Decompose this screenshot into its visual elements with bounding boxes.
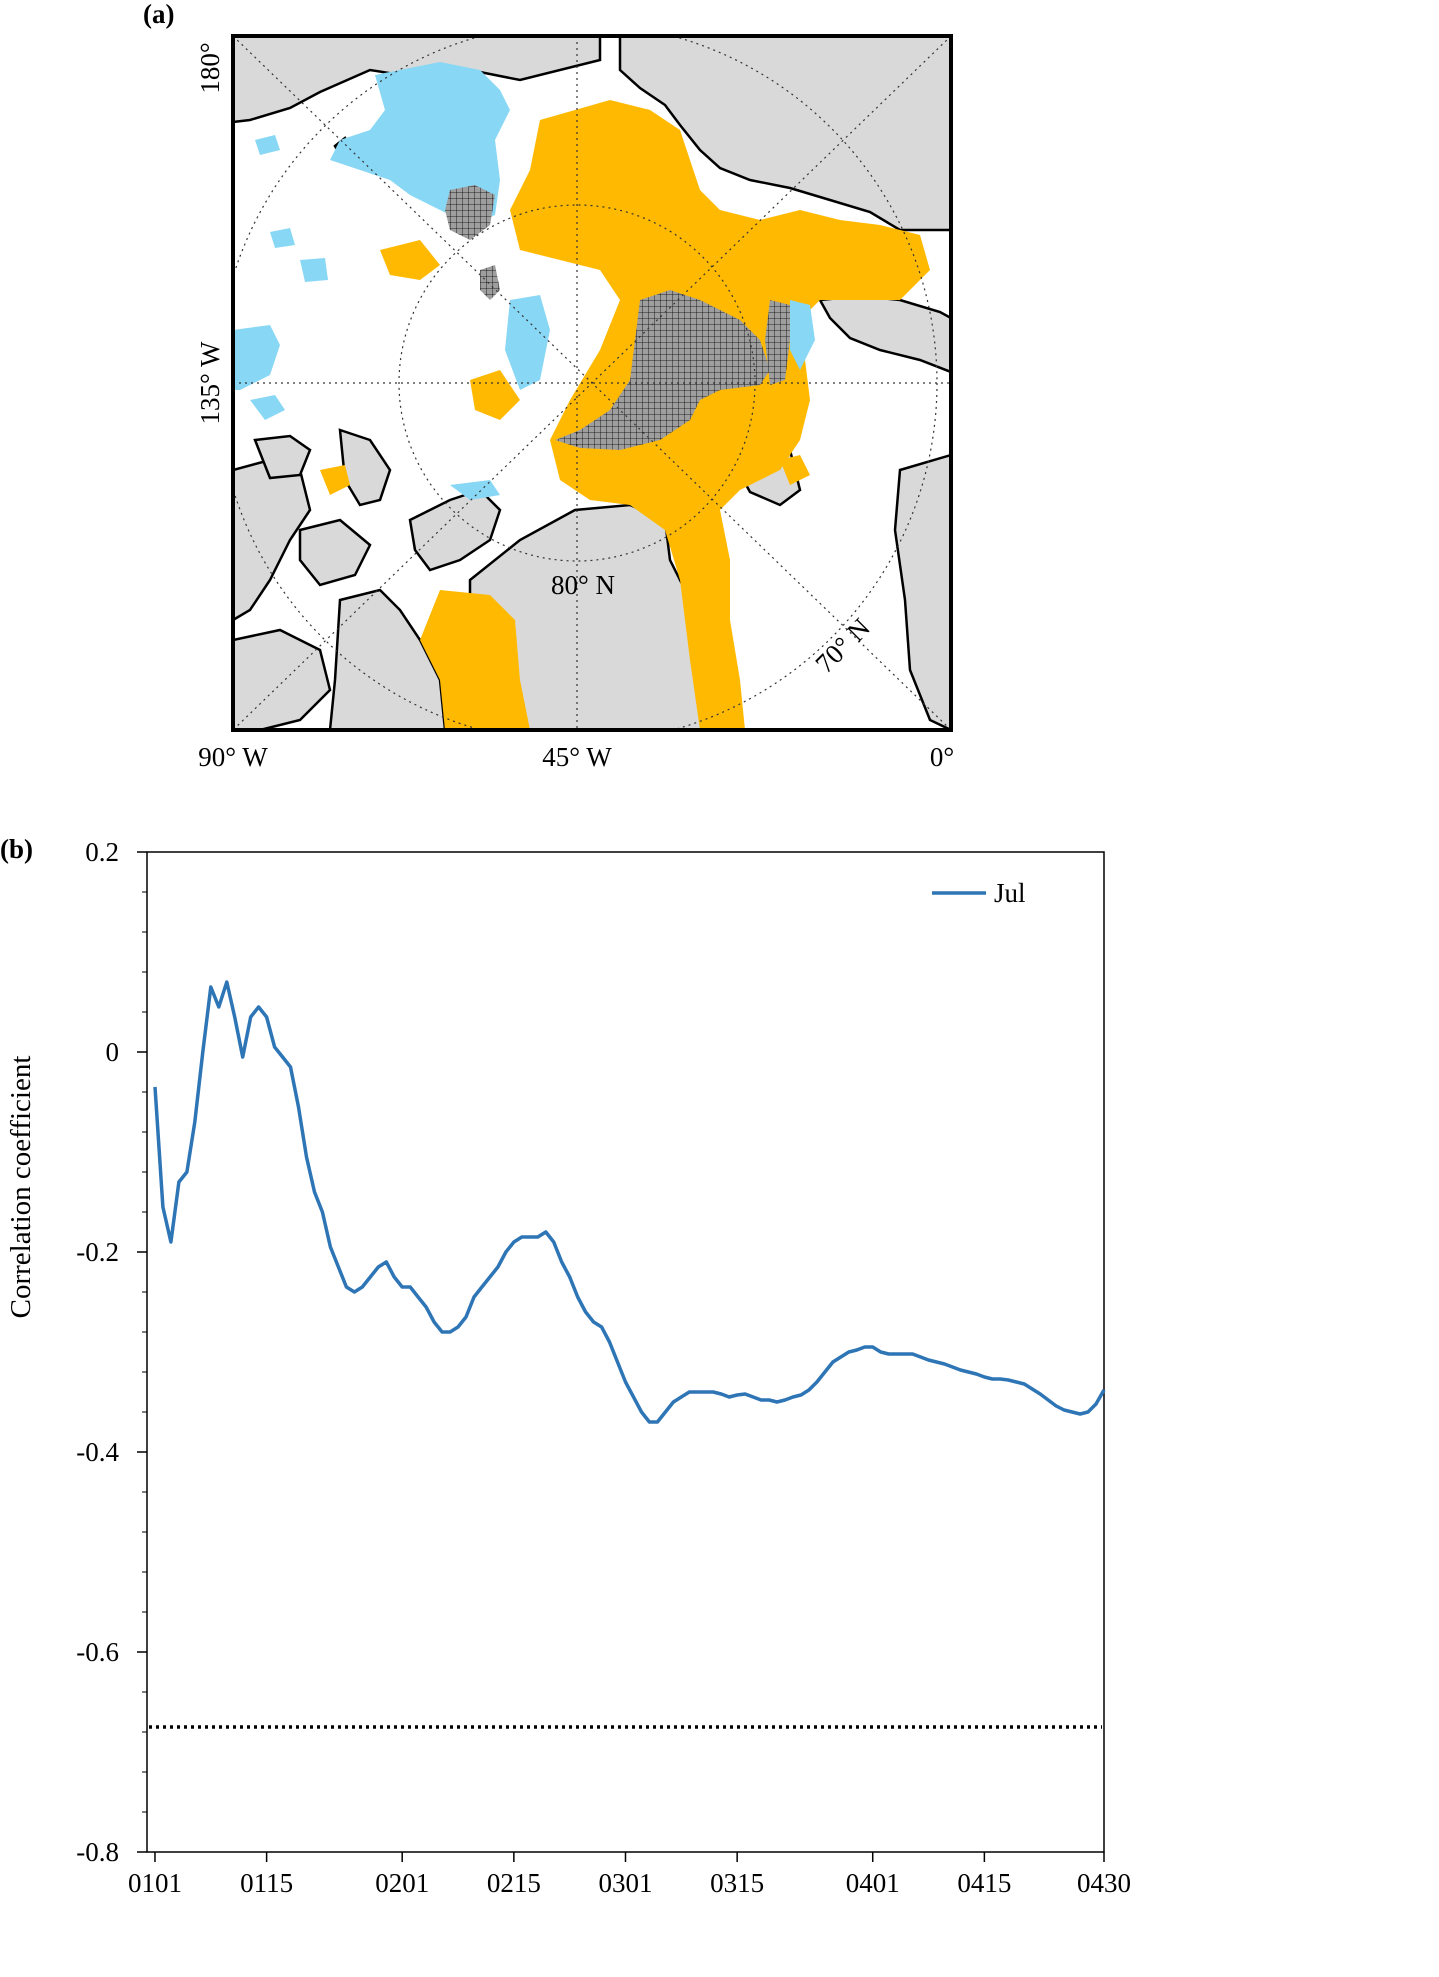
negative-correlation-regions — [233, 62, 815, 500]
map-frame — [231, 34, 953, 732]
y-tick-label: -0.8 — [76, 1837, 119, 1867]
y-tick-label: 0 — [106, 1037, 120, 1067]
panel-b-label: (b) — [0, 834, 33, 864]
land-canada-arctic-5 — [298, 518, 372, 587]
land-canada-arctic-2 — [408, 488, 502, 572]
legend: Jul — [932, 878, 1026, 908]
land-east-right — [893, 453, 951, 730]
land-canada-arctic-6 — [233, 628, 332, 730]
x-tick-label: 0415 — [957, 1868, 1011, 1898]
positive-correlation-regions — [320, 100, 930, 730]
legend-label-jul: Jul — [994, 878, 1026, 908]
significant-regions — [445, 185, 790, 450]
land-canada-arctic-4 — [253, 434, 312, 480]
y-tick-label: -0.6 — [76, 1637, 119, 1667]
map-area — [233, 36, 951, 730]
x-tick-label: 0315 — [710, 1868, 764, 1898]
lon-label-90w: 90° W — [198, 742, 268, 772]
panel-a: (a) — [143, 0, 954, 772]
lon-label-45w: 45° W — [542, 742, 612, 772]
y-tick-label: -0.2 — [76, 1237, 119, 1267]
land-masses — [233, 36, 951, 730]
x-tick-label: 0401 — [846, 1868, 900, 1898]
lon-label-135w: 135° W — [195, 341, 225, 425]
chart-axes — [146, 851, 1105, 1853]
plot-frame — [146, 851, 1105, 1853]
y-tick-label: 0.2 — [85, 837, 119, 867]
land-siberia-north — [618, 36, 951, 232]
x-tick-label: 0301 — [599, 1868, 653, 1898]
x-tick-label: 0101 — [128, 1868, 182, 1898]
x-tick-label: 0201 — [375, 1868, 429, 1898]
series-line-jul — [153, 980, 1106, 1424]
panel-a-label: (a) — [143, 0, 174, 29]
x-tick-label: 0115 — [240, 1868, 293, 1898]
y-tick-label: -0.4 — [76, 1437, 119, 1467]
map-graticule — [233, 36, 951, 730]
panel-b: (b) 0.2 0 -0.2 -0.4 -0.6 -0.8 0101 0115 0201 0215… — [0, 834, 1131, 1898]
x-tick-label: 0430 — [1077, 1868, 1131, 1898]
lon-label-180: 180° — [195, 42, 225, 93]
x-tick-label: 0215 — [487, 1868, 541, 1898]
lon-label-0: 0° — [930, 742, 954, 772]
y-axis-label: Correlation coefficient — [5, 1056, 37, 1319]
chart-ticks: 0.2 0 -0.2 -0.4 -0.6 -0.8 0101 0115 0201 0215 0301… — [76, 837, 1131, 1898]
lat-label-80n: 80° N — [551, 570, 615, 600]
